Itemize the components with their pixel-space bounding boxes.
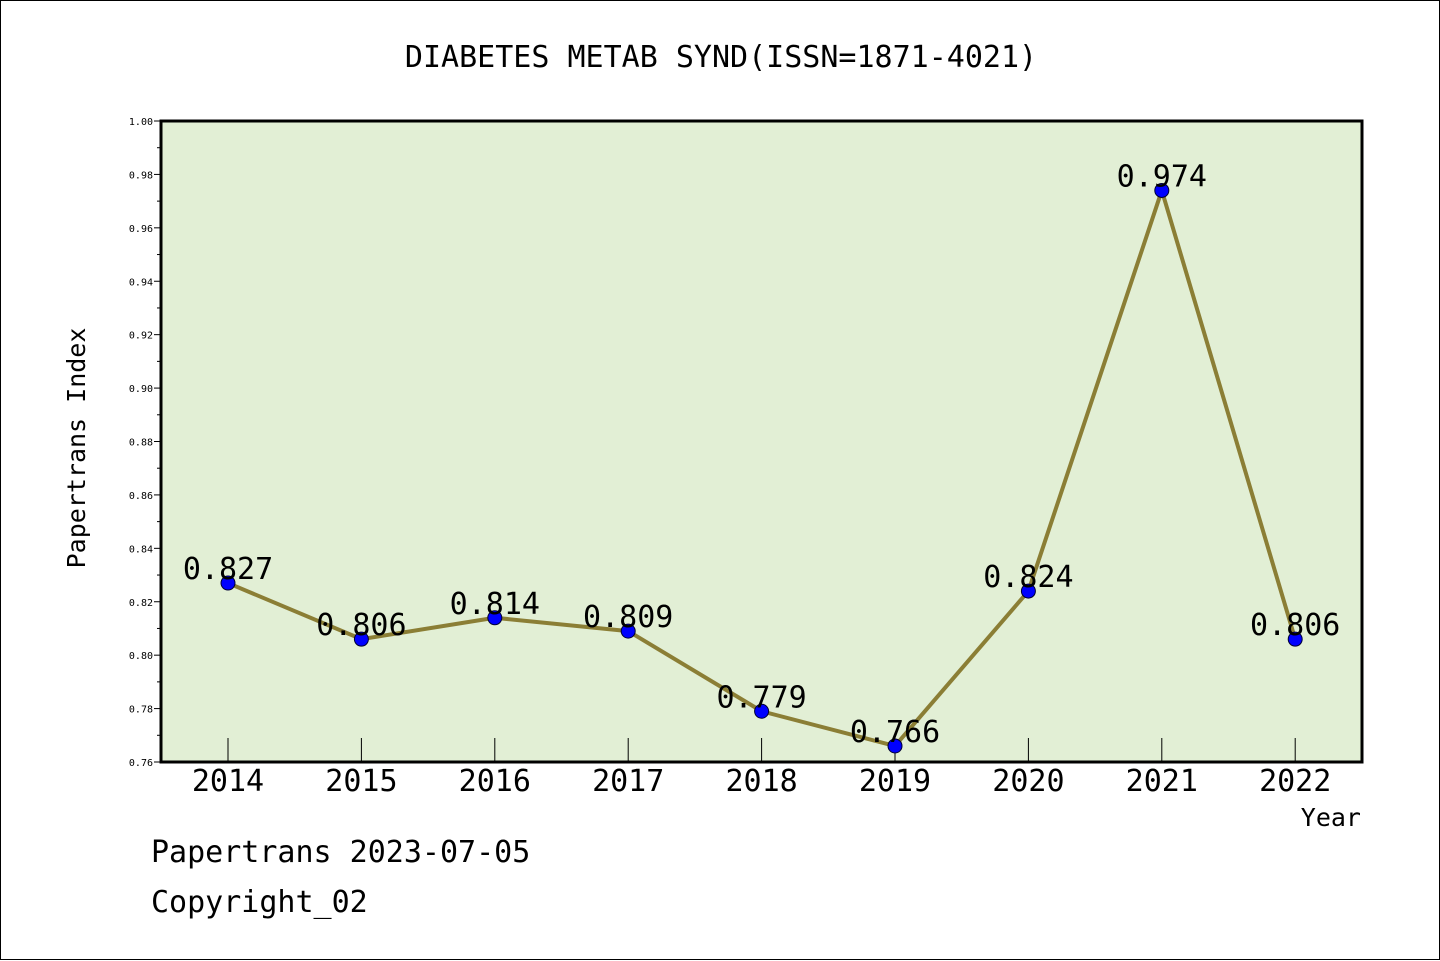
y-axis-label: Papertrans Index bbox=[62, 328, 91, 569]
data-label: 0.814 bbox=[450, 587, 540, 622]
data-point bbox=[1154, 182, 1170, 198]
data-label: 0.806 bbox=[1250, 608, 1340, 643]
y-tick-label: 0.82 bbox=[129, 598, 153, 609]
data-point bbox=[353, 631, 369, 647]
data-point bbox=[1020, 583, 1036, 599]
data-point bbox=[487, 610, 503, 626]
y-tick-label: 0.78 bbox=[129, 705, 153, 716]
x-tick-label: 2015 bbox=[325, 764, 397, 799]
y-tick-label: 0.88 bbox=[129, 438, 153, 449]
data-point bbox=[754, 703, 770, 719]
x-tick-label: 2019 bbox=[859, 764, 931, 799]
y-tick-label: 0.86 bbox=[129, 491, 153, 502]
x-axis-label: Year bbox=[1301, 803, 1361, 832]
chart-title: DIABETES METAB SYND(ISSN=1871-4021) bbox=[405, 40, 1037, 75]
source-note: Papertrans 2023-07-05 bbox=[151, 835, 531, 870]
y-tick-label: 0.80 bbox=[129, 651, 153, 662]
data-point bbox=[220, 575, 236, 591]
data-label: 0.974 bbox=[1117, 159, 1207, 194]
copyright-note: Copyright_02 bbox=[151, 885, 368, 920]
y-axis-ticks: 0.76 0.78 0.80 0.82 0.84 0.86 0.88 0.90 0.92 0.94… bbox=[129, 117, 161, 769]
y-tick-label: 0.98 bbox=[129, 170, 153, 181]
plot-area bbox=[159, 119, 1364, 764]
series-layer: 0.827 0.806 0.814 0.809 0.779 0.766 0.824 0.974… bbox=[183, 159, 1340, 754]
x-tick-label: 2018 bbox=[725, 764, 797, 799]
y-tick-label: 0.92 bbox=[129, 331, 153, 342]
x-axis-ticks: 2014 2015 2016 2017 2018 2019 2020 2021 2022 bbox=[192, 738, 1331, 799]
y-tick-label: 0.76 bbox=[129, 758, 153, 769]
x-tick-label: 2017 bbox=[592, 764, 664, 799]
y-tick-label: 0.96 bbox=[129, 224, 153, 235]
x-tick-label: 2020 bbox=[992, 764, 1064, 799]
data-label: 0.827 bbox=[183, 552, 273, 587]
x-tick-label: 2022 bbox=[1259, 764, 1331, 799]
y-tick-label: 0.90 bbox=[129, 384, 153, 395]
x-tick-label: 2014 bbox=[192, 764, 264, 799]
data-label: 0.779 bbox=[716, 680, 806, 715]
data-label: 0.824 bbox=[983, 560, 1073, 595]
y-tick-label: 0.84 bbox=[129, 544, 153, 555]
data-label: 0.766 bbox=[850, 715, 940, 750]
data-point bbox=[1287, 631, 1303, 647]
data-label: 0.809 bbox=[583, 600, 673, 635]
data-point bbox=[620, 623, 636, 639]
y-tick-label: 1.00 bbox=[129, 117, 153, 128]
x-tick-label: 2021 bbox=[1126, 764, 1198, 799]
data-label: 0.806 bbox=[316, 608, 406, 643]
x-tick-label: 2016 bbox=[459, 764, 531, 799]
y-tick-label: 0.94 bbox=[129, 277, 153, 288]
data-point bbox=[887, 738, 903, 754]
